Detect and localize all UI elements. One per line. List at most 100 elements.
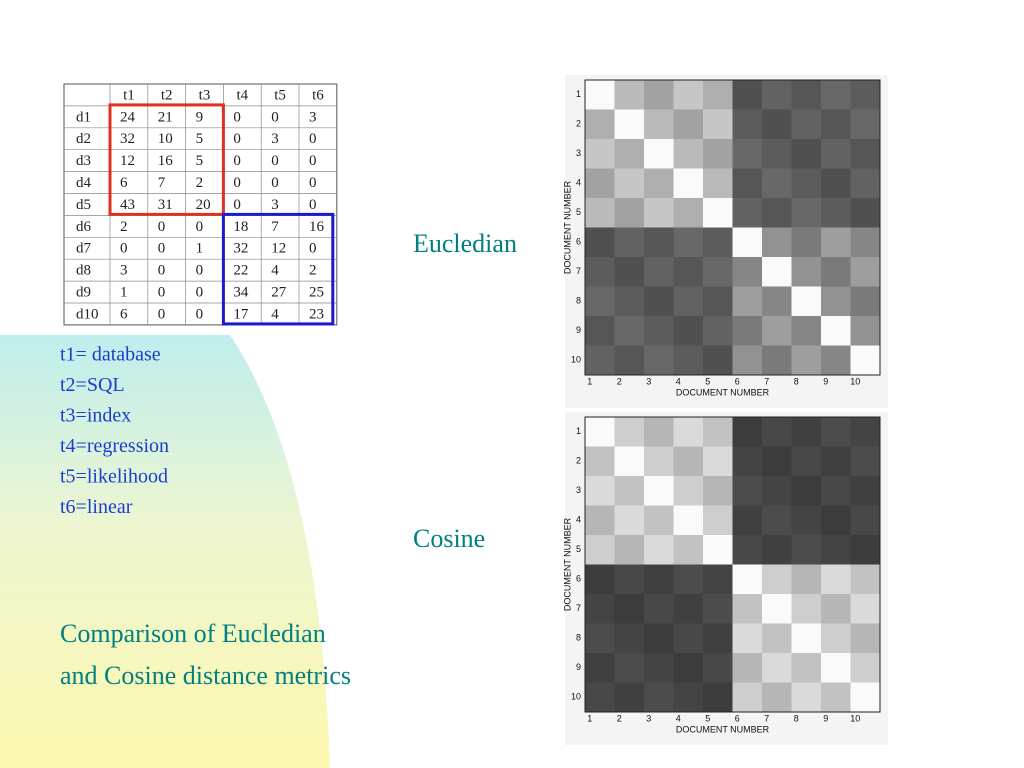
y-tick-label: 1 (576, 426, 581, 436)
heatmap-cell (585, 564, 615, 595)
heatmap-cell (644, 623, 674, 654)
heatmap-cell (673, 286, 704, 317)
heatmap-cell (732, 446, 763, 477)
table-cell: 0 (233, 131, 241, 147)
heatmap-cell (644, 109, 674, 140)
x-tick-label: 3 (646, 376, 651, 386)
table-cell: 0 (158, 219, 166, 235)
heatmap-cell (644, 446, 674, 477)
table-cell: 0 (158, 306, 166, 322)
table-cell: 25 (309, 284, 324, 300)
table-cell: 3 (120, 263, 128, 279)
y-tick-label: 3 (576, 485, 581, 495)
heatmap-cell (762, 446, 792, 477)
y-tick-label: 6 (576, 574, 581, 584)
row-label: d6 (76, 219, 92, 235)
heatmap-cell (791, 505, 822, 536)
heatmap-cell (850, 564, 881, 595)
x-tick-label: 4 (676, 376, 681, 386)
heatmap-cell (762, 345, 792, 376)
table-cell: 0 (196, 284, 204, 300)
heatmap-cell (732, 564, 763, 595)
heatmap-cell (644, 316, 674, 346)
heatmap-cell (614, 168, 645, 199)
row-label: d2 (76, 131, 91, 147)
table-cell: 16 (309, 219, 325, 235)
x-tick-label: 1 (587, 376, 592, 386)
heatmap-cell (850, 316, 881, 346)
legend-item: t2=SQL (60, 374, 125, 396)
x-tick-label: 5 (705, 376, 710, 386)
table-cell: 2 (309, 263, 317, 279)
heatmap-cell (850, 682, 881, 713)
heatmap-cell (850, 139, 881, 169)
table-cell: 0 (309, 131, 317, 147)
table-cell: 0 (233, 197, 241, 213)
row-label: d4 (76, 175, 92, 191)
x-tick-label: 6 (735, 713, 740, 723)
heatmap-cell (673, 316, 704, 346)
table-cell: 32 (233, 241, 248, 257)
heatmap-cell (614, 227, 645, 258)
y-tick-label: 8 (576, 296, 581, 306)
heatmap-cell (732, 417, 763, 447)
heatmap-cell (732, 227, 763, 258)
heatmap-cell (732, 505, 763, 536)
heatmap-cell (614, 535, 645, 565)
table-cell: 20 (196, 197, 211, 213)
y-tick-label: 4 (576, 178, 581, 188)
table-cell: 4 (271, 263, 279, 279)
table-cell: 34 (233, 284, 249, 300)
heatmap-cell (614, 417, 645, 447)
heatmap-cell (644, 653, 674, 683)
table-cell: 23 (309, 306, 324, 322)
heatmap-cell (762, 682, 792, 713)
heatmap-cell (703, 198, 733, 228)
y-tick-label: 5 (576, 207, 581, 217)
table-cell: 6 (120, 175, 128, 191)
caption: Comparison of Eucledian (60, 619, 326, 648)
heatmap-cell (585, 653, 615, 683)
table-cell: 0 (309, 197, 317, 213)
heatmap-cell (762, 653, 792, 683)
heatmap-cell (732, 139, 763, 169)
heatmap-cell (673, 257, 704, 287)
heatmap-cell (614, 198, 645, 228)
heatmap-cell (850, 198, 881, 228)
heatmap-cell (762, 257, 792, 287)
heatmap-cell (644, 168, 674, 199)
heatmap-cell (614, 109, 645, 140)
table-cell: 0 (158, 263, 166, 279)
table-cell: 22 (233, 263, 248, 279)
heatmap-cell (703, 417, 733, 447)
heatmap-cell (673, 139, 704, 169)
heatmap-cell (614, 623, 645, 654)
heatmap-cell (850, 653, 881, 683)
heatmap-cell (732, 594, 763, 624)
heatmap-cell (673, 168, 704, 199)
heatmap-cell (850, 417, 881, 447)
table-cell: 0 (196, 263, 204, 279)
heatmap-cell (821, 316, 851, 346)
heatmap-cell (732, 623, 763, 654)
heatmap-cell (585, 682, 615, 713)
heatmap-cell (703, 535, 733, 565)
heatmap-cell (732, 198, 763, 228)
heatmap-cell (850, 623, 881, 654)
heatmap-cell (850, 286, 881, 317)
heatmap-cell (791, 682, 822, 713)
heatmap-cell (791, 316, 822, 346)
heatmap-cell (791, 286, 822, 317)
heatmap-cell (703, 594, 733, 624)
table-cell: 0 (158, 241, 166, 257)
heatmap-cell (762, 623, 792, 654)
heatmap-cell (821, 682, 851, 713)
table-cell: 12 (271, 241, 286, 257)
table-cell: 0 (271, 153, 279, 169)
table-cell: 4 (271, 306, 279, 322)
x-tick-label: 10 (850, 713, 860, 723)
heatmap-cell (762, 168, 792, 199)
heatmap-border (584, 79, 881, 376)
heatmap-cell (791, 594, 822, 624)
heatmap-cell (791, 198, 822, 228)
